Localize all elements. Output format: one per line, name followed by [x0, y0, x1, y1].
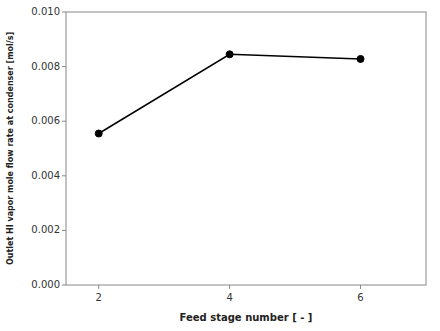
- y-tick-label: 0.006: [31, 115, 60, 126]
- y-tick-label: 0.000: [31, 279, 60, 290]
- point: [357, 55, 364, 62]
- y-tick-label: 0.008: [31, 61, 60, 72]
- y-tick-label: 0.010: [31, 6, 60, 17]
- y-axis-label: Outlet HI vapor mole flow rate at conden…: [6, 32, 15, 265]
- x-tick: [98, 285, 99, 289]
- x-tick-label: 4: [226, 292, 232, 303]
- x-axis: 2 4 6: [96, 285, 364, 303]
- chart-container: 0.000 0.002 0.004 0.006 0.008 0.010 2 4 6 Feed st…: [0, 0, 440, 331]
- y-tick: [62, 175, 66, 176]
- y-tick: [62, 66, 66, 67]
- y-tick: [62, 121, 66, 122]
- point: [226, 51, 233, 58]
- x-tick-label: 6: [357, 292, 363, 303]
- line: [99, 54, 361, 133]
- x-tick-label: 2: [96, 292, 102, 303]
- x-tick: [360, 285, 361, 289]
- y-tick: [62, 12, 66, 13]
- series: [95, 51, 364, 137]
- x-axis-label: Feed stage number [ - ]: [180, 312, 313, 323]
- plot-frame: [66, 12, 426, 285]
- y-tick: [62, 230, 66, 231]
- y-axis: 0.000 0.002 0.004 0.006 0.008 0.010: [31, 6, 66, 290]
- y-tick-label: 0.002: [31, 224, 60, 235]
- x-tick: [229, 285, 230, 289]
- point: [95, 130, 102, 137]
- y-tick: [62, 285, 66, 286]
- y-tick-label: 0.004: [31, 170, 60, 181]
- chart-svg: 0.000 0.002 0.004 0.006 0.008 0.010 2 4 6 Feed st…: [0, 0, 440, 331]
